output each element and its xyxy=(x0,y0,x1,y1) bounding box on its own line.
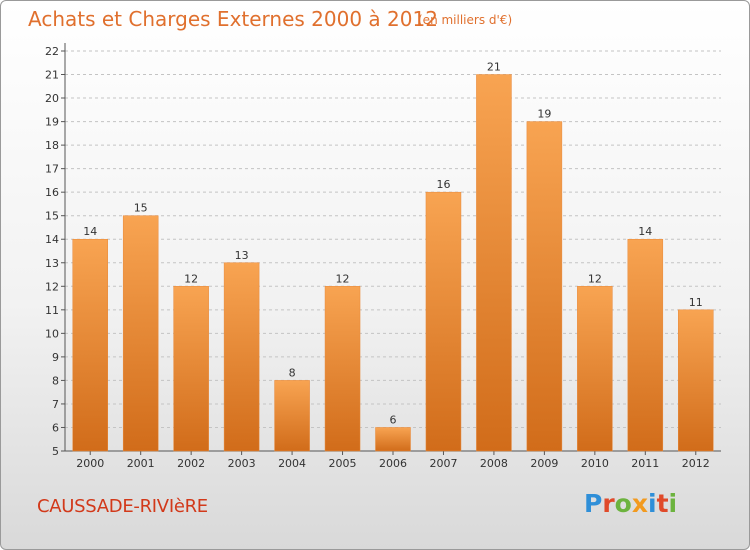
data-label-2006: 6 xyxy=(390,413,397,426)
x-tick-label-2006: 2006 xyxy=(379,457,407,470)
y-tick-label: 18 xyxy=(45,139,59,152)
x-tick-label-2005: 2005 xyxy=(329,457,357,470)
bar-2002[interactable] xyxy=(173,286,209,452)
data-label-2005: 12 xyxy=(336,272,350,285)
x-tick-label-2012: 2012 xyxy=(682,457,710,470)
proxiti-logo[interactable]: Proxiti xyxy=(584,489,678,518)
y-tick-label: 6 xyxy=(52,421,59,434)
x-tick-label-2008: 2008 xyxy=(480,457,508,470)
y-tick-label: 10 xyxy=(45,327,59,340)
y-tick-label: 21 xyxy=(45,69,59,82)
axes: 5 6 7 8 9 10 11 12 13 14 15 16 17 18 19 20 21 22 2000 2001 2… xyxy=(45,43,721,470)
y-tick-label: 7 xyxy=(52,398,59,411)
y-tick-label: 15 xyxy=(45,210,59,223)
bar-2011[interactable] xyxy=(627,238,664,452)
y-tick-label: 20 xyxy=(45,92,59,105)
data-label-2002: 12 xyxy=(184,272,198,285)
bar-2009[interactable] xyxy=(526,121,563,452)
data-label-2007: 16 xyxy=(436,178,450,191)
commune-name: CAUSSADE-RIVIèRE xyxy=(37,496,208,517)
data-label-2003: 13 xyxy=(235,249,249,262)
bar-2007[interactable] xyxy=(425,191,462,452)
y-tick-label: 22 xyxy=(45,45,59,58)
bar-2008[interactable] xyxy=(476,74,512,452)
bar-2005[interactable] xyxy=(324,286,361,452)
bars xyxy=(72,74,714,452)
bar-2001[interactable] xyxy=(122,215,159,452)
bar-2000[interactable] xyxy=(72,238,108,452)
bar-2010[interactable] xyxy=(577,286,613,452)
x-tick-label-2010: 2010 xyxy=(581,457,609,470)
data-label-2001: 15 xyxy=(134,202,148,215)
y-tick-label: 16 xyxy=(45,186,59,199)
y-tick-label: 12 xyxy=(45,280,59,293)
bar-2003[interactable] xyxy=(223,262,260,452)
data-labels: 14 15 12 13 8 12 6 16 21 19 12 14 11 xyxy=(83,61,703,427)
y-tick-label: 17 xyxy=(45,163,59,176)
data-label-2008: 21 xyxy=(487,61,501,74)
data-label-2011: 14 xyxy=(638,225,652,238)
data-label-2004: 8 xyxy=(289,366,296,379)
data-label-2000: 14 xyxy=(83,225,97,238)
x-tick-label-2002: 2002 xyxy=(177,457,205,470)
data-label-2010: 12 xyxy=(588,272,602,285)
y-tick-label: 5 xyxy=(52,445,59,458)
chart-unit: (en milliers d'€) xyxy=(418,13,513,27)
x-tick-label-2011: 2011 xyxy=(631,457,659,470)
bar-2012[interactable] xyxy=(678,309,714,452)
y-tick-label: 9 xyxy=(52,351,59,364)
x-tick-label-2001: 2001 xyxy=(127,457,155,470)
x-tick-label-2007: 2007 xyxy=(429,457,457,470)
x-tick-label-2009: 2009 xyxy=(530,457,558,470)
data-label-2012: 11 xyxy=(689,296,703,309)
data-label-2009: 19 xyxy=(537,108,551,121)
grid-lines xyxy=(65,50,721,428)
y-tick-label: 14 xyxy=(45,233,59,246)
x-tick-label-2004: 2004 xyxy=(278,457,306,470)
y-tick-label: 19 xyxy=(45,116,59,129)
bar-2006[interactable] xyxy=(375,427,411,452)
bar-2004[interactable] xyxy=(274,380,310,452)
x-tick-label-2000: 2000 xyxy=(76,457,104,470)
y-tick-label: 8 xyxy=(52,374,59,387)
y-tick-label: 11 xyxy=(45,304,59,317)
x-tick-label-2003: 2003 xyxy=(228,457,256,470)
chart-title: Achats et Charges Externes 2000 à 2012 xyxy=(28,7,438,31)
y-tick-label: 13 xyxy=(45,257,59,270)
